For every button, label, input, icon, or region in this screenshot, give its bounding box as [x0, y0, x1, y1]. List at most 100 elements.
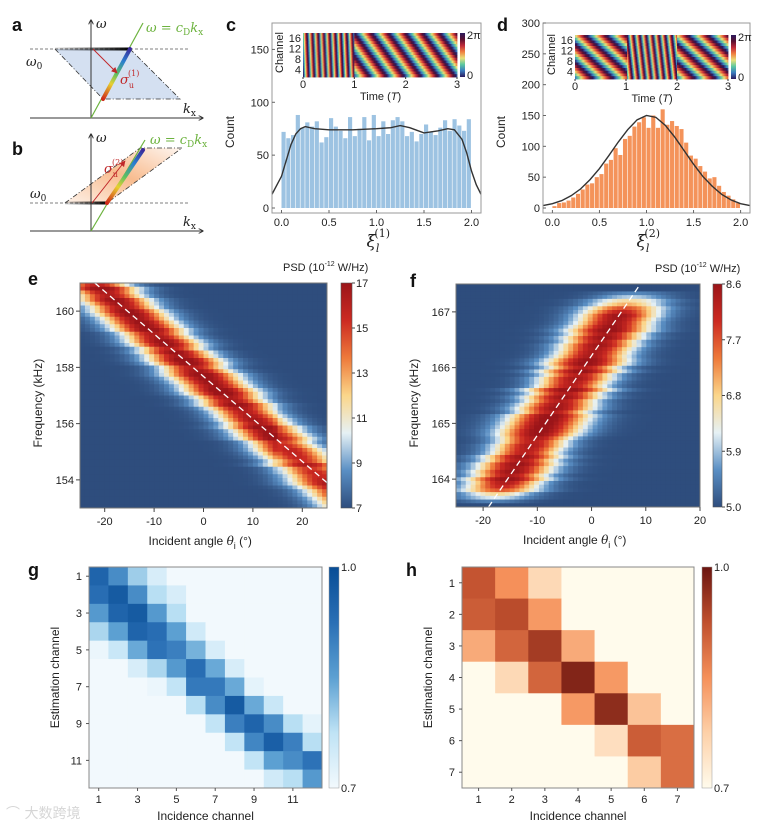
phase-cell	[331, 68, 334, 72]
phase-cell	[322, 46, 324, 50]
phase-cell	[430, 60, 432, 64]
phase-cell	[666, 68, 669, 72]
phase-cell	[709, 37, 712, 41]
phase-cell	[454, 63, 457, 67]
phase-cell	[415, 33, 418, 37]
phase-cell	[678, 57, 680, 61]
phase-cell	[604, 73, 606, 77]
phase-cell	[674, 51, 677, 55]
phase-cell	[605, 76, 608, 80]
phase-cell	[645, 43, 647, 47]
phase-cell	[624, 70, 627, 74]
phase-cell	[433, 68, 435, 72]
phase-cell	[389, 41, 391, 45]
inset-colorbar	[460, 33, 465, 77]
phase-cell	[613, 57, 616, 61]
phase-cell	[380, 68, 382, 72]
phase-cell	[435, 57, 437, 61]
phase-cell	[410, 57, 413, 61]
phase-cell	[684, 59, 686, 63]
phase-cell	[656, 65, 659, 69]
phase-cell	[333, 49, 336, 53]
phase-cell	[338, 38, 341, 42]
phase-cell	[329, 41, 332, 45]
phase-cell	[410, 63, 413, 67]
phase-cell	[423, 38, 425, 42]
phase-cell	[420, 66, 422, 70]
phase-cell	[405, 71, 408, 75]
phase-cell	[665, 51, 668, 55]
phase-cell	[444, 44, 447, 48]
phase-cell	[441, 46, 444, 50]
phase-cell	[444, 49, 447, 53]
phase-cell	[678, 35, 680, 39]
phase-cell	[693, 35, 695, 39]
phase-cell	[695, 46, 697, 50]
phase-cell	[376, 41, 379, 45]
phase-cell	[654, 35, 656, 39]
phase-cell	[372, 66, 375, 70]
phase-cell	[450, 63, 453, 67]
phase-cell	[352, 49, 354, 53]
phase-cell	[595, 35, 597, 39]
phase-cell	[398, 55, 400, 59]
phase-cell	[654, 73, 656, 77]
phase-cell	[665, 54, 668, 58]
phase-cell	[594, 43, 596, 47]
phase-cell	[649, 70, 651, 74]
phase-cell	[654, 59, 656, 63]
phase-cell	[659, 48, 662, 52]
phase-cell	[684, 51, 686, 55]
phase-cell	[358, 49, 360, 53]
phase-cell	[642, 65, 644, 69]
phase-cell	[414, 33, 417, 37]
phase-cell	[620, 43, 623, 47]
phase-cell	[401, 55, 403, 59]
phase-cell	[413, 66, 416, 70]
phase-cell	[686, 73, 688, 77]
phase-cell	[618, 70, 621, 74]
phase-cell	[427, 60, 429, 64]
phase-cell	[631, 73, 633, 77]
phase-cell	[657, 40, 660, 44]
phase-cell	[387, 74, 389, 78]
phase-cell	[361, 71, 363, 75]
phase-cell	[612, 35, 615, 39]
phase-cell	[403, 41, 406, 45]
phase-cell	[712, 46, 715, 50]
phase-cell	[644, 48, 646, 52]
phase-cell	[700, 57, 702, 61]
phase-cell	[577, 57, 579, 61]
phase-cell	[403, 57, 406, 61]
phase-cell	[627, 65, 629, 69]
phase-cell	[716, 57, 719, 61]
phase-cell	[696, 37, 698, 41]
phase-cell	[416, 41, 419, 45]
phase-cell	[339, 41, 342, 45]
phase-cell	[688, 59, 690, 63]
phase-cell	[683, 62, 685, 66]
phase-cell	[670, 46, 673, 50]
phase-cell	[633, 43, 635, 47]
phase-cell	[665, 35, 668, 39]
phase-cell	[639, 43, 641, 47]
phase-cell	[382, 68, 384, 72]
phase-cell	[607, 48, 610, 52]
phase-cell	[445, 66, 448, 70]
phase-cell	[578, 65, 580, 69]
phase-cell	[607, 57, 610, 61]
phase-cell	[374, 60, 377, 64]
phase-cell	[443, 71, 446, 75]
phase-cell	[427, 68, 429, 72]
phase-cell	[702, 43, 704, 47]
phase-cell	[411, 74, 414, 78]
phase-cell	[311, 44, 313, 48]
phase-cell	[612, 57, 615, 61]
phase-cell	[621, 46, 624, 50]
phase-cell	[394, 49, 396, 53]
phase-cell	[420, 63, 422, 67]
phase-cell	[691, 43, 693, 47]
phase-cell	[407, 46, 410, 50]
phase-cell	[323, 35, 325, 39]
phase-cell	[645, 70, 647, 74]
